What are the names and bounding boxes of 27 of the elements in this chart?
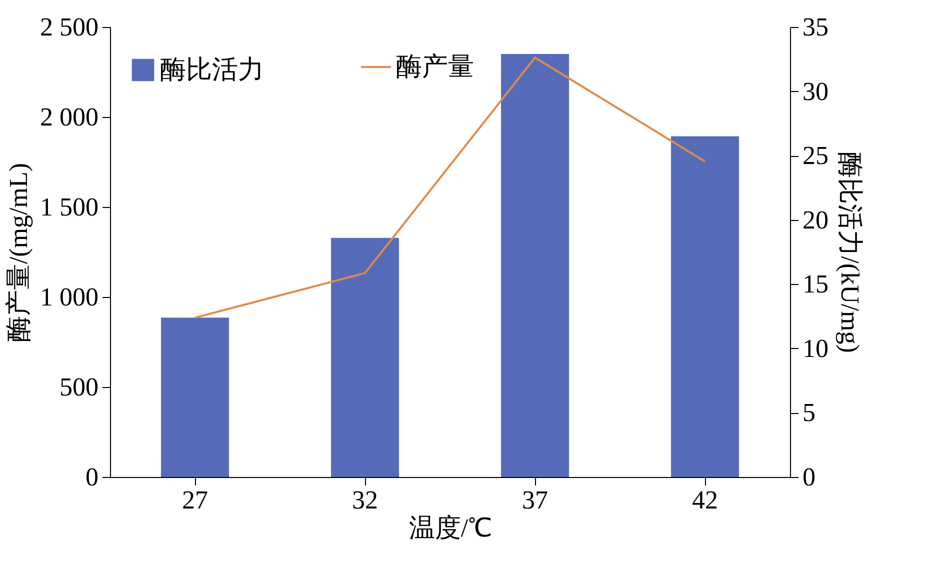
- legend-label: 酶产量: [396, 52, 474, 81]
- x-tick-label: 27: [182, 486, 208, 514]
- y2-axis-title: 酶比活力/(kU/mg): [836, 152, 864, 353]
- y-tick-label: 1 000: [40, 282, 98, 312]
- y2-tick-label: 5: [802, 398, 816, 428]
- y-tick-label: 0: [86, 462, 98, 492]
- y-tick-label: 2 500: [40, 12, 98, 42]
- x-tick-label: 42: [692, 486, 718, 514]
- y2-tick-label: 30: [802, 76, 828, 106]
- x-axis-title: 温度/℃: [408, 514, 492, 542]
- bar: [161, 318, 229, 477]
- y2-tick-label: 15: [802, 270, 828, 299]
- bar: [671, 136, 739, 477]
- y2-tick-label: 25: [802, 141, 828, 170]
- bar: [331, 238, 399, 477]
- x-tick-label: 37: [522, 486, 548, 514]
- bar: [501, 54, 569, 477]
- x-tick-label: 32: [352, 486, 378, 514]
- y-axis-title: 酶产量/(mg/mL): [4, 162, 33, 342]
- y2-tick-label: 0: [802, 462, 816, 492]
- y2-tick-label: 10: [802, 334, 828, 363]
- y-tick-label: 2 000: [40, 102, 98, 132]
- y-tick-label: 1 500: [40, 192, 98, 222]
- legend-label: 酶比活力: [160, 55, 264, 84]
- y2-tick-label: 35: [802, 12, 828, 42]
- y2-tick-label: 20: [802, 205, 828, 234]
- y-tick-label: 500: [60, 372, 98, 402]
